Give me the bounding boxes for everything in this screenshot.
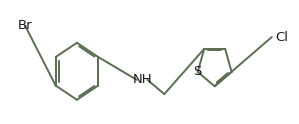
Text: Br: Br — [18, 19, 32, 32]
Text: Cl: Cl — [275, 31, 289, 44]
Text: NH: NH — [132, 73, 152, 86]
Text: S: S — [193, 65, 202, 78]
